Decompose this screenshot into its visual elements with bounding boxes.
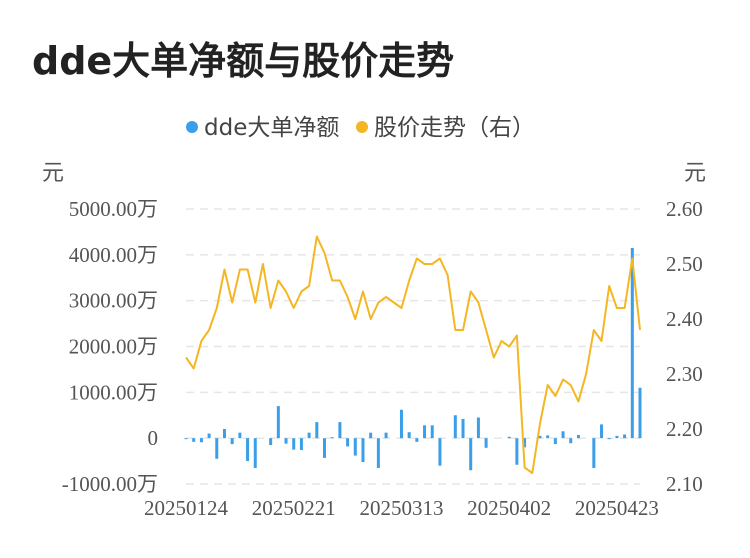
dde-bar <box>423 425 427 439</box>
left-axis-unit: 元 <box>42 161 65 186</box>
left-tick-label: 0 <box>148 426 159 450</box>
dde-bar <box>330 437 334 439</box>
dde-bar <box>607 438 611 440</box>
dde-bar <box>253 438 257 468</box>
dde-bar <box>484 438 488 448</box>
legend-dot-dde-icon <box>186 120 198 133</box>
dde-bar <box>415 438 419 442</box>
dde-bar <box>299 438 303 451</box>
dde-bar <box>569 438 573 444</box>
dde-bar <box>399 409 403 439</box>
dde-bar <box>453 415 457 439</box>
dde-bar <box>269 438 273 446</box>
dde-bar <box>438 438 442 466</box>
left-tick-label: 4000.00万 <box>69 243 158 267</box>
right-tick-label: 2.60 <box>666 197 703 221</box>
left-tick-label: 2000.00万 <box>69 335 158 359</box>
right-tick-label: 2.30 <box>666 362 703 386</box>
dde-bar <box>353 438 357 456</box>
dde-bar <box>230 438 234 445</box>
x-tick-label: 20250221 <box>252 496 336 520</box>
legend-item-price[interactable]: 股价走势（右） <box>356 108 535 142</box>
left-tick-label: -1000.00万 <box>62 472 158 496</box>
right-tick-label: 2.50 <box>666 252 703 276</box>
right-tick-label: 2.20 <box>666 417 703 441</box>
legend-label-price: 股价走势（右） <box>374 115 535 141</box>
dde-bar <box>600 424 604 439</box>
dde-bar <box>538 435 542 439</box>
x-tick-label: 20250402 <box>467 496 551 520</box>
dde-bar <box>384 432 388 439</box>
dde-bar <box>576 434 580 439</box>
dde-bar <box>323 438 327 458</box>
dde-bar <box>376 438 380 468</box>
left-tick-label: 5000.00万 <box>69 197 158 221</box>
dde-bar <box>623 434 627 439</box>
dde-bar <box>561 431 565 439</box>
dde-bar <box>199 438 203 443</box>
x-tick-label: 20250124 <box>144 496 229 520</box>
chart-legend: dde大单净额 股价走势（右） <box>0 108 750 142</box>
left-tick-label: 3000.00万 <box>69 289 158 313</box>
dde-bar <box>369 432 373 439</box>
right-axis-unit: 元 <box>684 161 707 186</box>
dde-bar <box>523 438 527 448</box>
dde-bar <box>292 438 296 450</box>
right-tick-label: 2.10 <box>666 472 703 496</box>
dde-bar <box>315 422 319 439</box>
x-tick-label: 20250423 <box>575 496 659 520</box>
x-tick-label: 20250313 <box>359 496 443 520</box>
left-tick-label: 1000.00万 <box>69 380 158 404</box>
chart-title: dde大单净额与股价走势 <box>32 39 455 83</box>
dde-bar <box>222 429 226 439</box>
dde-bar <box>346 438 350 447</box>
dde-bar <box>276 406 280 439</box>
price-line <box>185 235 641 474</box>
dde-bar <box>215 438 219 459</box>
dde-bar <box>430 425 434 439</box>
dde-bar <box>284 438 288 444</box>
dde-bar <box>246 438 250 462</box>
dde-bar <box>638 387 642 439</box>
dde-bar <box>615 435 619 439</box>
legend-item-dde[interactable]: dde大单净额 <box>186 108 339 142</box>
dde-bar <box>592 438 596 468</box>
dde-bar <box>630 247 634 439</box>
dde-bar <box>553 438 557 445</box>
dde-bar <box>184 438 188 440</box>
dde-bar <box>192 438 196 442</box>
legend-label-dde: dde大单净额 <box>204 115 340 141</box>
dde-bar <box>407 432 411 439</box>
dde-bar <box>338 422 342 439</box>
dde-bar <box>515 438 519 465</box>
dde-bar <box>546 435 550 439</box>
dde-bar <box>307 432 311 439</box>
dde-bar <box>461 418 465 439</box>
dde-bar <box>507 436 511 439</box>
dde-bar <box>207 433 211 439</box>
dde-bar <box>469 438 473 471</box>
legend-dot-price-icon <box>356 120 368 133</box>
dde-bar <box>238 432 242 439</box>
dde-bar <box>361 438 365 462</box>
right-tick-label: 2.40 <box>666 307 703 331</box>
dde-bar <box>476 417 480 439</box>
